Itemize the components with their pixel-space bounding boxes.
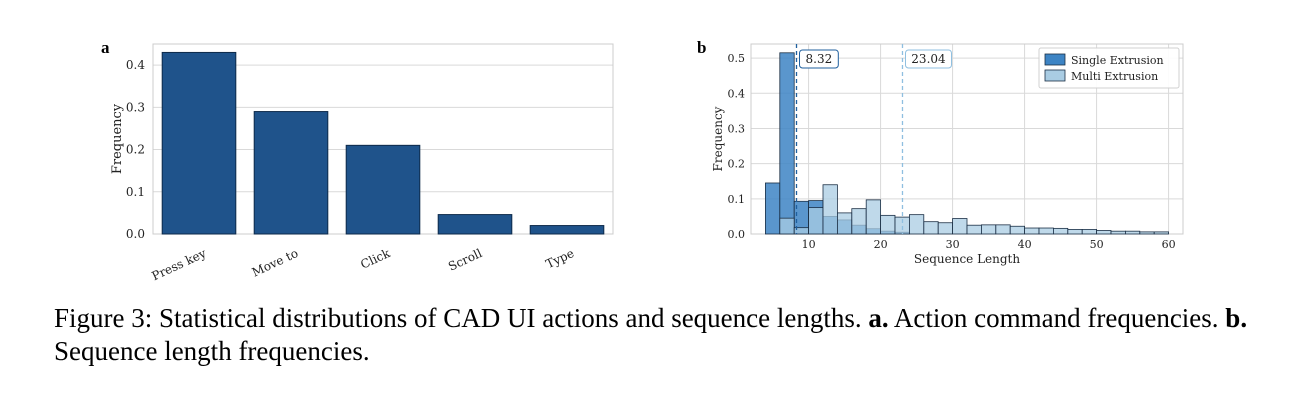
y-tick-label: 0.4 bbox=[126, 58, 145, 72]
y-tick-label: 0.0 bbox=[126, 227, 145, 241]
x-tick-label: 10 bbox=[802, 238, 816, 251]
x-tick-label: 30 bbox=[946, 238, 960, 251]
caption-prefix: Figure 3: Statistical distributions of C… bbox=[54, 303, 862, 333]
y-axis-label: Frequency bbox=[711, 106, 725, 171]
y-tick-label: 0.0 bbox=[728, 228, 746, 241]
histogram-bar-single bbox=[779, 52, 795, 235]
histogram-bar-multi bbox=[1052, 227, 1069, 235]
mean-label: 23.04 bbox=[911, 52, 946, 66]
x-tick-label: Press key bbox=[150, 246, 209, 283]
histogram-bar-multi bbox=[1067, 229, 1083, 235]
y-tick-label: 0.4 bbox=[728, 87, 746, 100]
caption-text-b: Sequence length frequencies. bbox=[54, 336, 370, 366]
x-axis-label: Sequence Length bbox=[914, 252, 1021, 266]
histogram-bar-multi bbox=[1139, 231, 1155, 235]
x-tick-label: 50 bbox=[1090, 238, 1104, 251]
histogram-bar-multi bbox=[1024, 227, 1040, 235]
histogram-bar-multi bbox=[1153, 231, 1170, 235]
x-tick-label: Type bbox=[544, 246, 577, 271]
histogram-bar-multi bbox=[937, 222, 953, 235]
y-tick-label: 0.2 bbox=[126, 143, 145, 157]
x-tick-label: 40 bbox=[1018, 238, 1032, 251]
histogram-bar-multi bbox=[851, 208, 867, 235]
bar bbox=[161, 51, 237, 235]
y-tick-label: 0.3 bbox=[126, 100, 145, 114]
x-tick-label: Move to bbox=[250, 246, 301, 280]
histogram-bar-multi bbox=[1009, 225, 1026, 235]
mean-label-box bbox=[799, 49, 839, 69]
bar bbox=[437, 214, 513, 235]
histogram-bar-multi bbox=[836, 212, 853, 235]
histogram-bar-multi bbox=[1081, 229, 1098, 235]
histogram-bar-multi bbox=[808, 207, 824, 235]
caption-label-a: a. bbox=[868, 303, 889, 333]
mean-label: 8.32 bbox=[806, 52, 833, 66]
legend-box bbox=[1038, 47, 1180, 89]
histogram-bar-multi bbox=[880, 214, 896, 235]
x-tick-label: 20 bbox=[874, 238, 888, 251]
y-tick-label: 0.1 bbox=[126, 185, 145, 199]
caption-label-b: b. bbox=[1225, 303, 1248, 333]
panel-a-letter: a bbox=[101, 38, 110, 57]
legend-swatch bbox=[1044, 69, 1066, 82]
caption-text-a: Action command frequencies. bbox=[893, 303, 1219, 333]
x-tick-label: Click bbox=[358, 246, 393, 272]
panel-b-letter: b bbox=[697, 38, 707, 57]
histogram-bar-multi bbox=[980, 224, 997, 235]
histogram-bar-multi bbox=[822, 184, 838, 235]
y-tick-label: 0.1 bbox=[728, 193, 746, 206]
legend-label: Single Extrusion bbox=[1071, 54, 1164, 67]
y-axis-label: Frequency bbox=[110, 103, 125, 174]
figure-caption: Figure 3: Statistical distributions of C… bbox=[54, 302, 1254, 368]
histogram-bar-single bbox=[765, 182, 781, 235]
mean-label-box bbox=[904, 49, 952, 69]
y-tick-label: 0.3 bbox=[728, 122, 746, 135]
histogram-bar-multi bbox=[923, 221, 939, 235]
action-frequency-chart: 0.0 0.1 0.2 0.3 0.4 Press key Move to Click Scro… bbox=[110, 43, 614, 283]
x-tick-label: Scroll bbox=[446, 246, 484, 274]
x-tick-label: 60 bbox=[1162, 238, 1176, 251]
legend-label: Multi Extrusion bbox=[1071, 70, 1158, 83]
histogram-bar-multi bbox=[779, 217, 795, 235]
histogram-bar-multi bbox=[1096, 230, 1112, 235]
histogram-bar-multi bbox=[1038, 227, 1054, 235]
histogram-bar-multi bbox=[1110, 230, 1126, 235]
histogram-bar-multi bbox=[966, 224, 982, 235]
bar bbox=[529, 225, 605, 235]
bar bbox=[345, 144, 421, 235]
histogram-bar-multi bbox=[995, 224, 1011, 235]
y-tick-label: 0.2 bbox=[728, 158, 746, 171]
histogram-bar-multi bbox=[952, 218, 968, 235]
sequence-length-chart: 0.0 0.1 0.2 0.3 0.4 0.5 10 20 30 40 50 60 8.32 23.04 S… bbox=[711, 43, 1184, 266]
histogram-bar-multi bbox=[1124, 230, 1141, 235]
y-tick-label: 0.5 bbox=[728, 52, 746, 65]
bar bbox=[253, 111, 329, 235]
legend-swatch bbox=[1044, 53, 1066, 66]
histogram-bar-multi bbox=[908, 214, 925, 235]
histogram-bar-multi bbox=[865, 199, 881, 235]
